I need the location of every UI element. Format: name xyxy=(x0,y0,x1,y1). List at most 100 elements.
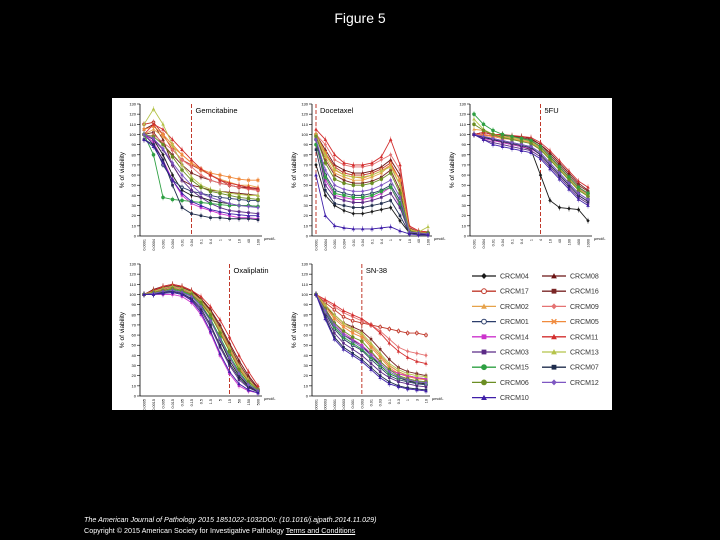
x-tick-label: 0.0015 xyxy=(152,399,156,410)
series-crcm10 xyxy=(472,131,590,209)
legend-label: CRCM17 xyxy=(500,289,529,296)
y-tick-label: 90 xyxy=(132,142,137,147)
data-point xyxy=(396,345,401,350)
x-tick-label: 0.1 xyxy=(200,239,204,244)
data-point xyxy=(424,380,428,385)
data-point xyxy=(256,213,260,217)
data-point xyxy=(350,335,355,339)
x-tick-label: 100 xyxy=(427,239,431,245)
data-point xyxy=(208,304,213,308)
y-tick-label: 80 xyxy=(304,152,309,157)
x-tick-label: 0.01 xyxy=(352,239,356,246)
data-point xyxy=(341,329,346,333)
y-tick-label: 20 xyxy=(304,373,309,378)
x-tick-label: 0.001 xyxy=(351,399,355,409)
data-point xyxy=(519,148,524,153)
data-point xyxy=(416,233,421,237)
data-point xyxy=(208,201,213,206)
data-point xyxy=(576,207,581,212)
x-tick-label: 40 xyxy=(247,239,251,243)
data-point xyxy=(396,349,401,353)
data-point xyxy=(557,159,562,163)
data-point xyxy=(323,142,328,147)
data-point xyxy=(360,331,364,335)
data-point xyxy=(389,199,392,202)
data-point xyxy=(161,142,165,147)
data-point xyxy=(332,167,337,171)
legend: CRCM04 CRCM08 CRCM17 CRCM16 CRCM02 CRCM09 CRCM… xyxy=(472,273,599,402)
x-unit-label: μmol/L xyxy=(264,237,275,241)
x-tick-label: 4 xyxy=(539,239,543,241)
y-tick-label: 70 xyxy=(132,162,137,167)
legend-marker xyxy=(481,394,487,400)
data-point xyxy=(342,208,346,213)
x-tick-label: 0.004 xyxy=(343,239,347,249)
data-point xyxy=(199,310,203,315)
data-point xyxy=(180,152,184,157)
legend-label: CRCM10 xyxy=(500,395,529,402)
series-crcm10 xyxy=(314,172,430,238)
data-point xyxy=(398,195,402,200)
data-point xyxy=(352,206,355,209)
data-point xyxy=(208,195,213,200)
legend-item-crcm02: CRCM02 xyxy=(472,303,529,311)
x-unit-label: μmol/L xyxy=(434,237,445,241)
copyright-text: Copyright © 2015 American Society for In… xyxy=(84,526,284,535)
y-tick-label: 130 xyxy=(129,262,136,267)
data-point xyxy=(189,165,194,169)
data-point xyxy=(351,175,356,179)
legend-label: CRCM08 xyxy=(570,274,599,281)
data-point xyxy=(151,292,156,296)
data-point xyxy=(237,382,241,386)
data-point xyxy=(190,171,193,175)
data-point xyxy=(332,337,337,341)
y-tick-label: 20 xyxy=(132,213,137,218)
legend-marker xyxy=(481,379,487,386)
x-tick-label: 10 xyxy=(408,239,412,243)
data-point xyxy=(378,351,382,355)
data-point xyxy=(360,163,365,167)
legend-label: CRCM14 xyxy=(500,334,529,341)
y-tick-label: 20 xyxy=(304,213,309,218)
data-point xyxy=(538,150,543,155)
data-point xyxy=(324,183,327,187)
x-tick-label: 0.0004 xyxy=(324,239,328,251)
x-unit-label: μmol/L xyxy=(264,397,275,401)
terms-link[interactable]: Terms and Conditions xyxy=(285,526,356,535)
legend-item-crcm03: CRCM03 xyxy=(472,350,529,357)
data-point xyxy=(360,227,365,231)
x-tick-label: 0.04 xyxy=(190,239,194,246)
data-point xyxy=(323,193,328,198)
legend-label: CRCM01 xyxy=(500,319,529,326)
data-point xyxy=(388,376,391,380)
data-point xyxy=(481,128,486,133)
y-tick-label: 100 xyxy=(129,292,136,297)
data-point xyxy=(171,183,174,187)
y-tick-label: 120 xyxy=(129,272,136,277)
y-tick-label: 70 xyxy=(132,322,137,327)
data-point xyxy=(218,343,222,347)
data-point xyxy=(387,327,392,331)
legend-marker xyxy=(481,303,487,309)
data-point xyxy=(369,367,373,371)
data-point xyxy=(151,144,156,148)
data-point xyxy=(218,173,222,177)
data-point xyxy=(360,189,365,194)
data-point xyxy=(350,312,355,317)
chart-panel-oxaliplatin: 0 10 20 30 40 50 60 70 80 90 100 110 120 130 % of viab… xyxy=(119,262,275,411)
legend-marker xyxy=(481,318,487,325)
x-tick-label: 15 xyxy=(228,399,232,403)
data-point xyxy=(360,317,364,321)
data-point xyxy=(398,218,402,223)
data-point xyxy=(247,211,250,214)
data-point xyxy=(209,323,212,327)
data-point xyxy=(246,204,251,209)
data-point xyxy=(396,385,401,389)
data-point xyxy=(314,163,318,167)
data-point xyxy=(189,161,194,165)
data-point xyxy=(576,191,581,196)
data-point xyxy=(228,362,231,365)
data-point xyxy=(361,206,364,209)
data-point xyxy=(199,167,203,171)
y-tick-label: 130 xyxy=(129,102,136,107)
